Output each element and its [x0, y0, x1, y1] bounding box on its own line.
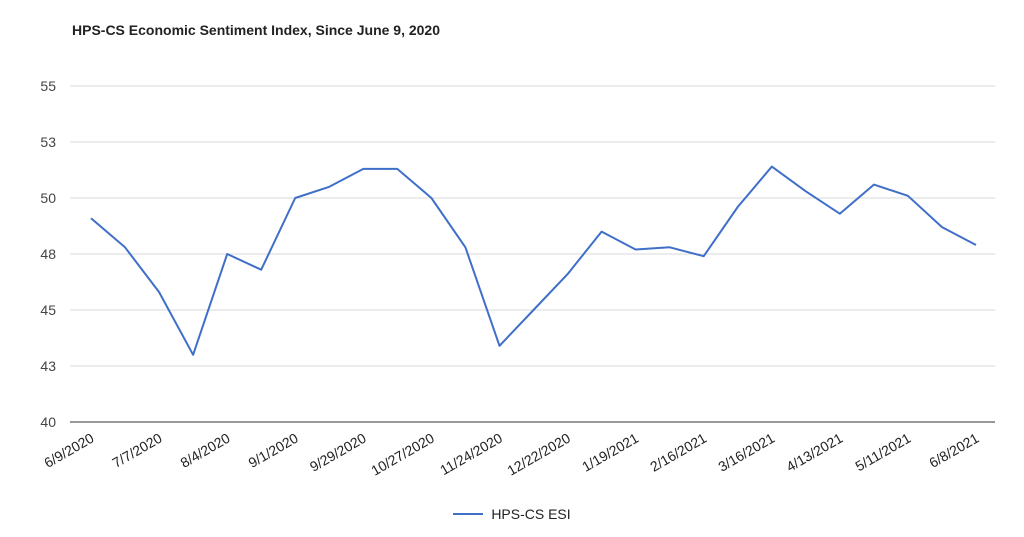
data-point [634, 248, 638, 252]
series-lines [89, 165, 978, 357]
data-point [770, 165, 774, 169]
data-point [804, 189, 808, 193]
x-tick-label: 4/13/2021 [783, 430, 845, 475]
data-point [974, 243, 978, 247]
legend: HPS-CS ESI [0, 502, 1024, 522]
data-point [702, 254, 706, 258]
x-tick-label: 8/4/2020 [177, 430, 232, 471]
x-tick-label: 11/24/2020 [437, 430, 505, 478]
x-tick-label: 5/11/2021 [852, 430, 913, 475]
data-point [736, 205, 740, 209]
x-tick-label: 6/8/2021 [926, 430, 981, 471]
data-point [838, 212, 842, 216]
x-tick-label: 2/16/2021 [647, 430, 709, 475]
data-point [566, 272, 570, 276]
x-axis-ticks: 6/9/2020 7/7/2020 8/4/2020 9/1/2020 9/29/202… [41, 430, 981, 479]
data-point [225, 252, 229, 256]
data-point [463, 245, 467, 249]
y-axis-ticks: 55 53 50 48 45 43 40 [40, 78, 56, 430]
y-tick-label: 53 [40, 134, 56, 150]
data-point [157, 290, 161, 294]
data-point [123, 245, 127, 249]
data-point [532, 308, 536, 312]
data-point [361, 167, 365, 171]
data-point [498, 344, 502, 348]
data-point [940, 225, 944, 229]
x-tick-label: 6/9/2020 [41, 430, 96, 471]
y-tick-label: 40 [40, 414, 56, 430]
x-tick-label: 9/29/2020 [307, 430, 369, 475]
data-point [293, 196, 297, 200]
y-tick-label: 50 [40, 190, 56, 206]
data-point [259, 268, 263, 272]
series-line-hps-cs-esi [90, 165, 977, 356]
data-point [395, 167, 399, 171]
y-tick-label: 45 [40, 302, 56, 318]
y-tick-label: 43 [40, 358, 56, 374]
x-tick-label: 10/27/2020 [368, 430, 437, 479]
x-tick-label: 7/7/2020 [109, 430, 164, 471]
data-point [668, 245, 672, 249]
data-point [872, 183, 876, 187]
legend-label: HPS-CS ESI [491, 506, 571, 522]
data-point [191, 353, 195, 357]
x-tick-label: 3/16/2021 [715, 430, 777, 475]
data-point [906, 194, 910, 198]
x-tick-label: 12/22/2020 [504, 430, 573, 479]
data-point [89, 216, 93, 220]
data-point [600, 230, 604, 234]
y-tick-label: 55 [40, 78, 56, 94]
x-tick-label: 1/19/2021 [579, 430, 641, 475]
chart-title: HPS-CS Economic Sentiment Index, Since J… [72, 22, 441, 38]
legend-swatch [453, 513, 484, 515]
x-tick-label: 9/1/2020 [246, 430, 301, 471]
data-point [429, 196, 433, 200]
data-point [327, 185, 331, 189]
y-tick-label: 48 [40, 246, 56, 262]
grid-lines [70, 85, 995, 423]
